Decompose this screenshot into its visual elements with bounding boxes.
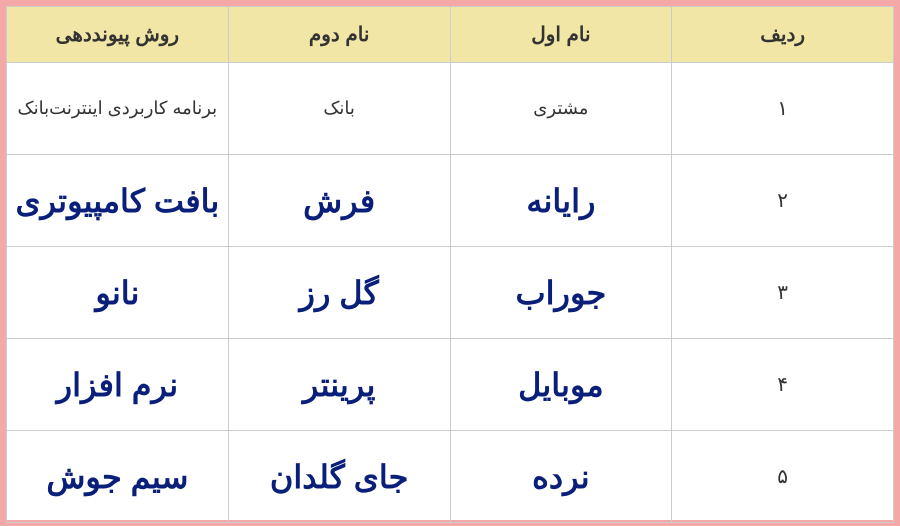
- method-cell: نرم افزار: [7, 339, 229, 431]
- name2-cell: گل رز: [228, 247, 450, 339]
- header-col1: ردیف: [672, 7, 894, 63]
- row-number: ۱: [672, 63, 894, 155]
- table-row: ۳ جوراب گل رز نانو: [7, 247, 894, 339]
- name2-cell: فرش: [228, 155, 450, 247]
- name1-cell: رایانه: [450, 155, 672, 247]
- data-table: ردیف نام اول نام دوم روش پیونددهی ۱ مشتر…: [6, 6, 894, 523]
- table-row: ۲ رایانه فرش بافت کامپیوتری: [7, 155, 894, 247]
- header-col2: نام اول: [450, 7, 672, 63]
- header-row: ردیف نام اول نام دوم روش پیونددهی: [7, 7, 894, 63]
- table-row: ۱ مشتری بانک برنامه کاربردی اینترنت‌بانک: [7, 63, 894, 155]
- method-cell: سیم جوش: [7, 431, 229, 523]
- name1-cell: موبایل: [450, 339, 672, 431]
- name2-cell: پرینتر: [228, 339, 450, 431]
- header-col3: نام دوم: [228, 7, 450, 63]
- row-number: ۲: [672, 155, 894, 247]
- name2-cell: جای گلدان: [228, 431, 450, 523]
- name1-cell: نرده: [450, 431, 672, 523]
- method-cell: بافت کامپیوتری: [7, 155, 229, 247]
- name1-cell: جوراب: [450, 247, 672, 339]
- method-cell: برنامه کاربردی اینترنت‌بانک: [7, 63, 229, 155]
- row-number: ۳: [672, 247, 894, 339]
- header-col4: روش پیونددهی: [7, 7, 229, 63]
- row-number: ۴: [672, 339, 894, 431]
- row-number: ۵: [672, 431, 894, 523]
- name2-cell: بانک: [228, 63, 450, 155]
- table-container: ردیف نام اول نام دوم روش پیونددهی ۱ مشتر…: [6, 6, 894, 520]
- table-row: ۴ موبایل پرینتر نرم افزار: [7, 339, 894, 431]
- name1-cell: مشتری: [450, 63, 672, 155]
- method-cell: نانو: [7, 247, 229, 339]
- table-row: ۵ نرده جای گلدان سیم جوش: [7, 431, 894, 523]
